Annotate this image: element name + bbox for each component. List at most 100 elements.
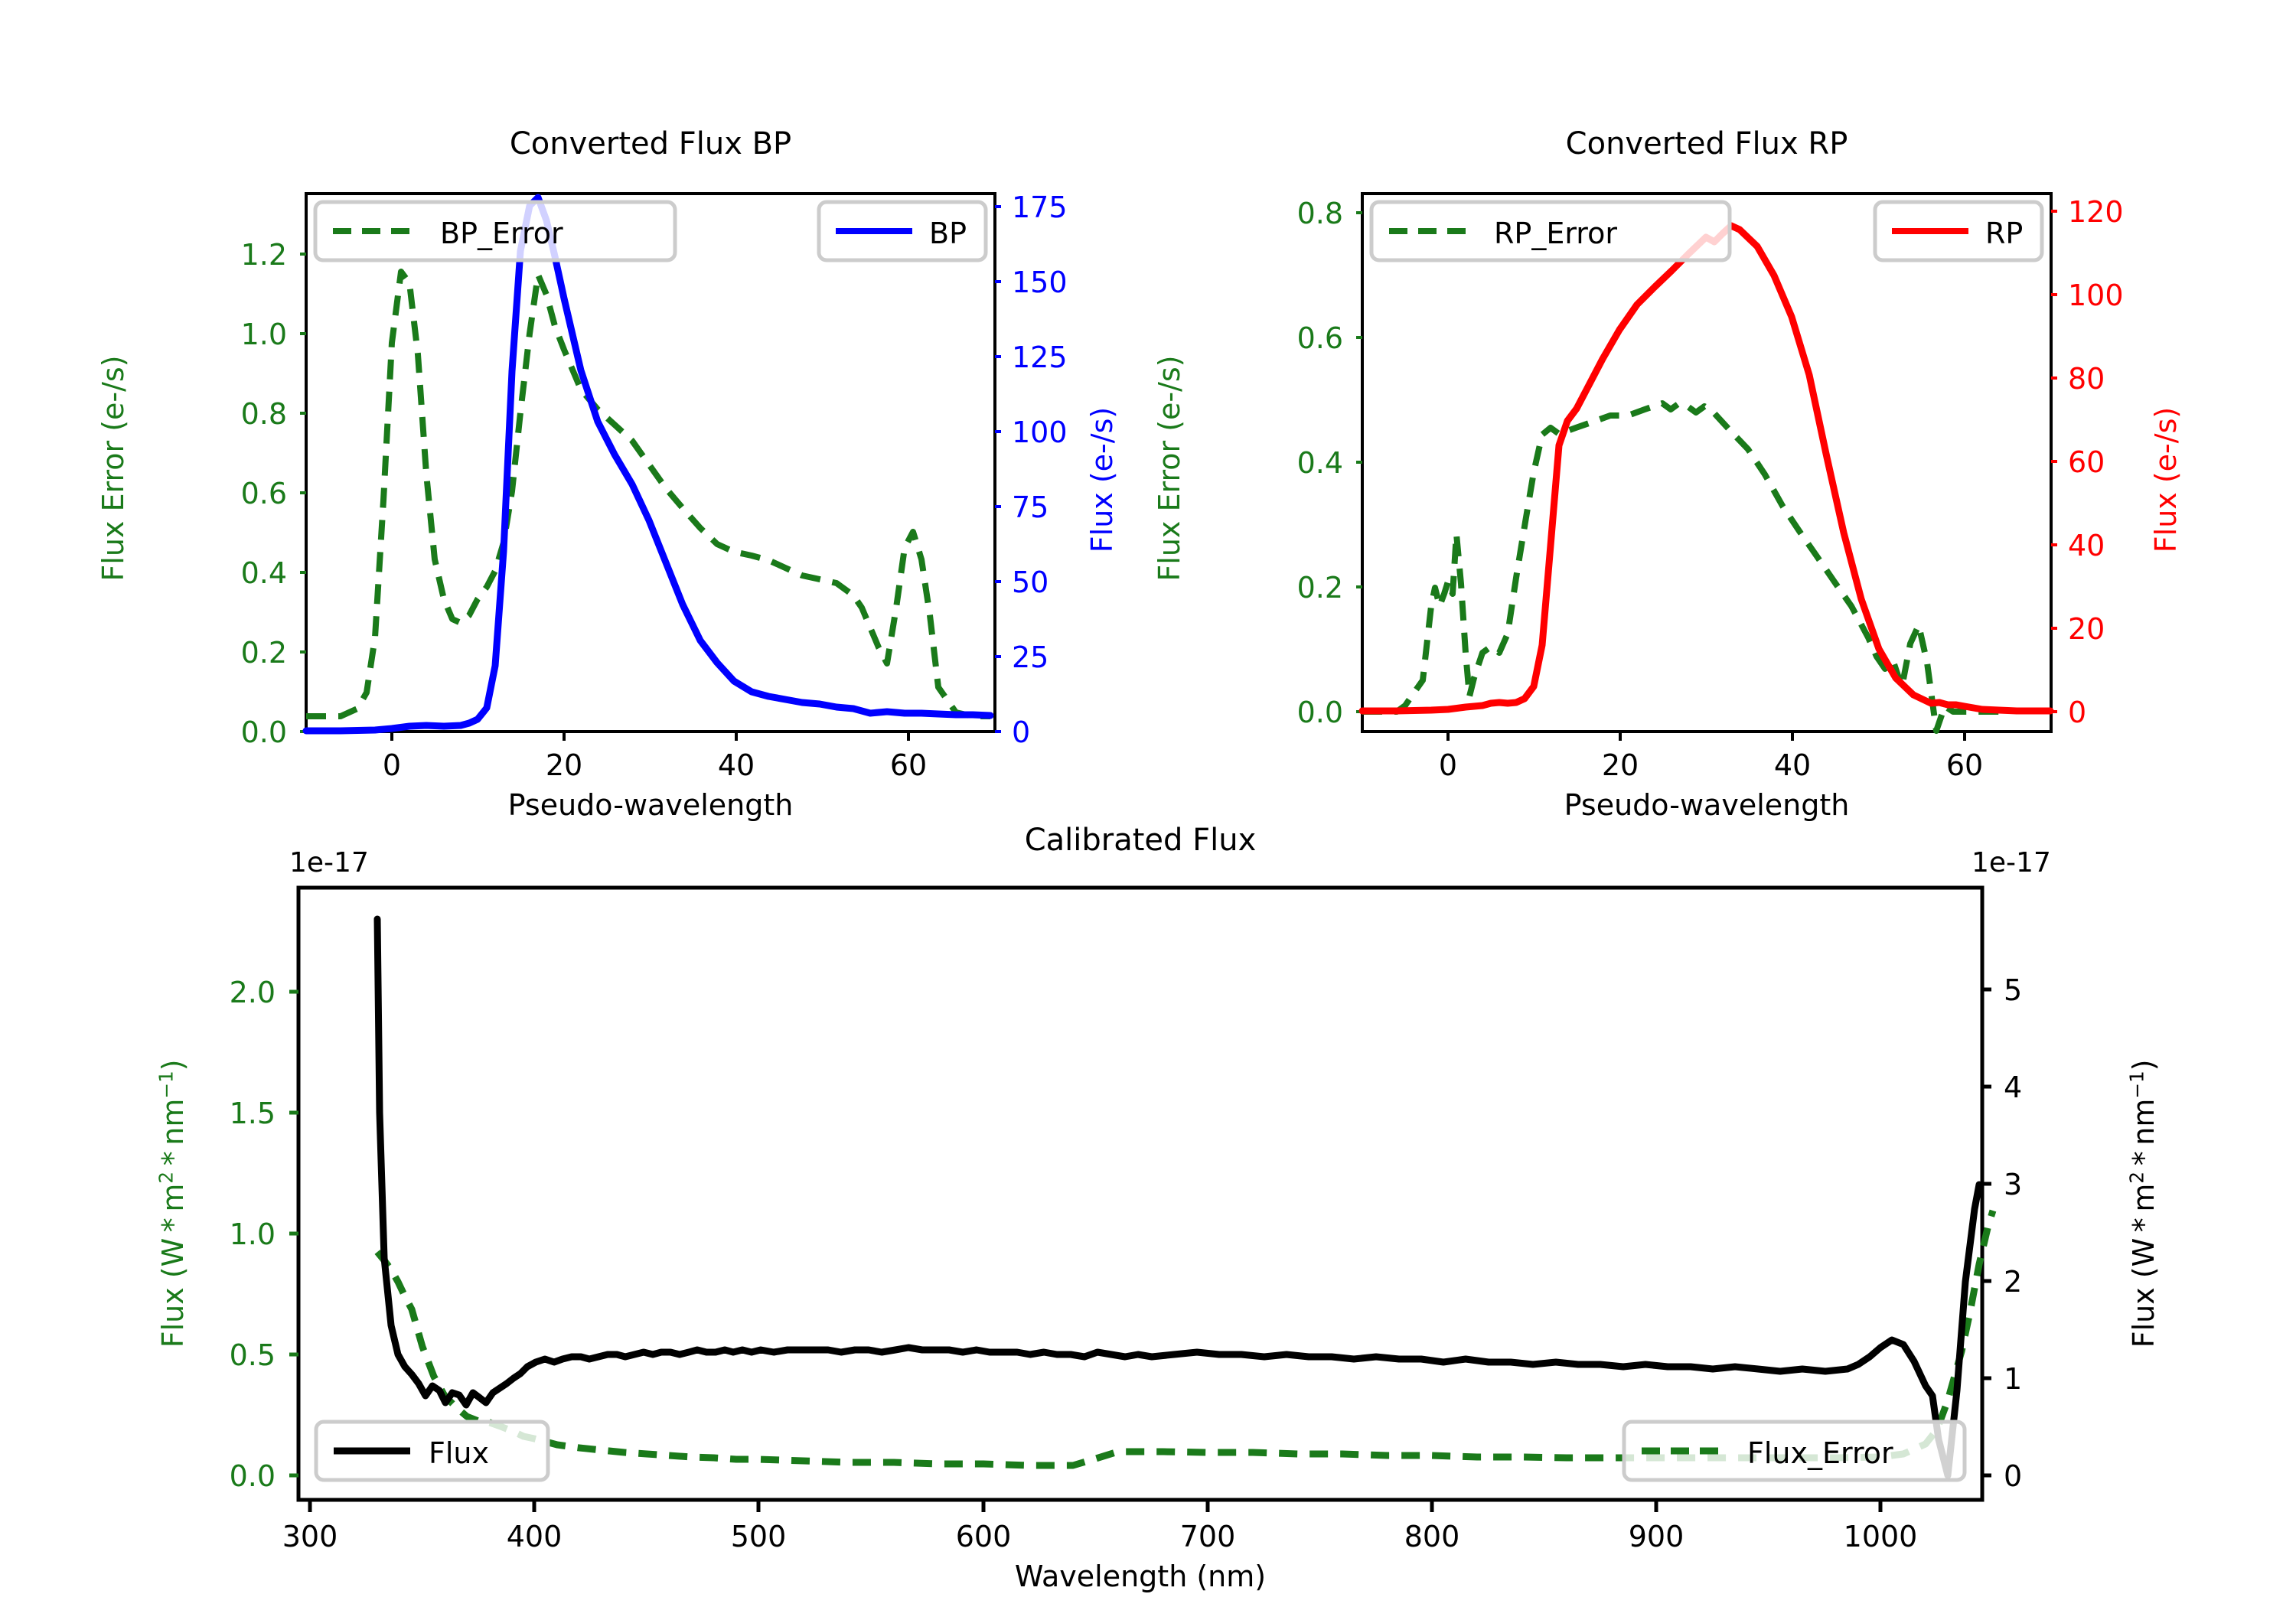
ytick-right-rp-6: 120: [2068, 195, 2124, 229]
xlabel-rp: Pseudo-wavelength: [1564, 788, 1850, 822]
series-flux: [373, 915, 1983, 1479]
panel-title-bp: Converted Flux BP: [509, 126, 792, 161]
panel-converted-flux-rp: RP_Error RP Converted Flux RP 0.0 0.2 0.…: [1133, 0, 2296, 826]
ytick-right-bp-5: 125: [1012, 341, 1068, 374]
ytick-left-rp-0: 0.0: [1296, 696, 1343, 729]
panel-converted-flux-bp: BP_Error BP Converted Flux BP 0.0 0.2 0.…: [0, 0, 1133, 826]
xtick-rp-3: 60: [1945, 748, 1984, 782]
ytick-left-calibrated-3: 1.5: [229, 1097, 276, 1130]
legend-flux[interactable]: Flux: [314, 1420, 550, 1482]
ytick-left-rp-3: 0.6: [1296, 321, 1343, 355]
xtick-calibrated-1: 400: [506, 1520, 563, 1553]
ytick-left-calibrated-2: 1.0: [229, 1217, 276, 1251]
ytick-right-bp-7: 175: [1012, 191, 1068, 224]
panel-title-rp: Converted Flux RP: [1565, 126, 1848, 161]
legend-bp-label: BP: [929, 217, 967, 250]
ylabel-right-calibrated: Flux (W * m2 * nm−1): [2125, 901, 2161, 1506]
ytick-right-rp-0: 0: [2068, 696, 2087, 729]
series-bp-flux: [302, 194, 994, 735]
ytick-left-rp-1: 0.2: [1296, 571, 1343, 605]
ytick-right-calibrated-0: 0: [2004, 1459, 2023, 1493]
axes-frame-bp: [305, 192, 996, 733]
ylabel-right-rp-text: Flux (e-/s): [2149, 406, 2183, 553]
ytick-right-rp-4: 80: [2068, 362, 2105, 396]
legend-bp[interactable]: BP: [817, 200, 988, 262]
ytick-right-bp-1: 25: [1012, 641, 1049, 674]
ytick-left-calibrated-0: 0.0: [229, 1459, 276, 1493]
ylabel-left-rp-text: Flux Error (e-/s): [1153, 355, 1186, 582]
xtick-calibrated-0: 300: [282, 1520, 338, 1553]
legend-rp-error-label: RP_Error: [1494, 217, 1617, 250]
x-tick-marks-rp: [1446, 732, 1966, 741]
legend-flux-label: Flux: [429, 1436, 489, 1470]
ytick-left-calibrated-1: 0.5: [229, 1338, 276, 1372]
panel-title-calibrated: Calibrated Flux: [1024, 823, 1257, 858]
ytick-left-bp-5: 1.0: [240, 318, 287, 351]
ytick-left-bp-1: 0.2: [240, 636, 287, 670]
ylabel-left-bp-text: Flux Error (e-/s): [96, 355, 130, 582]
ylabel-right-calibrated-text: Flux (W * m2 * nm−1): [2125, 1059, 2161, 1348]
legend-bp-error[interactable]: BP_Error: [313, 200, 677, 262]
ylabel-left-calibrated: Flux (W * m2 * nm−1): [155, 901, 190, 1506]
axes-frame-calibrated: [296, 885, 1985, 1502]
ytick-right-bp-4: 100: [1012, 416, 1068, 449]
legend-rp-error[interactable]: RP_Error: [1369, 200, 1732, 262]
x-tick-marks-bp: [390, 732, 910, 741]
offset-right-calibrated: 1e-17: [1971, 847, 2051, 878]
right-tick-marks-calibrated: [1982, 987, 1991, 1478]
panel-calibrated-flux: Flux Flux_Error Calibrated Flux 1e-17 1e…: [0, 823, 2296, 1607]
xtick-calibrated-7: 1000: [1843, 1520, 1918, 1553]
xtick-bp-3: 60: [889, 748, 928, 782]
ytick-right-calibrated-4: 4: [2004, 1071, 2023, 1104]
ytick-right-calibrated-2: 2: [2004, 1265, 2023, 1299]
legend-rp[interactable]: RP: [1873, 200, 2044, 262]
legend-flux-error[interactable]: Flux_Error: [1622, 1420, 1967, 1482]
xtick-rp-2: 40: [1773, 748, 1812, 782]
xtick-calibrated-3: 600: [955, 1520, 1012, 1553]
xlabel-bp: Pseudo-wavelength: [507, 788, 794, 822]
xtick-rp-1: 20: [1601, 748, 1639, 782]
ytick-right-calibrated-3: 3: [2004, 1168, 2023, 1201]
ytick-left-bp-2: 0.4: [240, 556, 287, 590]
ylabel-left-calibrated-text: Flux (W * m2 * nm−1): [155, 1059, 190, 1348]
axes-frame-rp: [1361, 192, 2053, 733]
legend-bp-error-label: BP_Error: [440, 217, 563, 250]
ytick-right-rp-2: 40: [2068, 529, 2105, 562]
xtick-bp-2: 40: [717, 748, 755, 782]
left-tick-marks-calibrated: [289, 989, 298, 1478]
right-tick-marks-bp: [995, 205, 1001, 733]
ytick-right-bp-0: 0: [1012, 715, 1031, 749]
xlabel-calibrated: Wavelength (nm): [1014, 1560, 1267, 1593]
ytick-right-calibrated-5: 5: [2004, 973, 2023, 1007]
xtick-rp-0: 0: [1438, 748, 1458, 782]
ytick-right-rp-1: 20: [2068, 612, 2105, 646]
xtick-calibrated-5: 800: [1404, 1520, 1460, 1553]
ylabel-left-bp: Flux Error (e-/s): [96, 254, 130, 683]
ytick-left-rp-2: 0.4: [1296, 446, 1343, 480]
ytick-left-bp-0: 0.0: [240, 715, 287, 749]
ytick-right-bp-2: 50: [1012, 566, 1049, 599]
xtick-calibrated-4: 700: [1179, 1520, 1236, 1553]
ylabel-right-rp: Flux (e-/s): [2149, 319, 2183, 641]
ytick-left-calibrated-4: 2.0: [229, 976, 276, 1009]
ytick-left-bp-3: 0.6: [240, 477, 287, 510]
xtick-bp-0: 0: [382, 748, 402, 782]
xtick-bp-1: 20: [545, 748, 583, 782]
ytick-left-bp-6: 1.2: [240, 238, 287, 272]
x-tick-marks-calibrated: [308, 1500, 1883, 1512]
xtick-calibrated-2: 500: [730, 1520, 787, 1553]
ytick-right-bp-6: 150: [1012, 266, 1068, 299]
ytick-left-rp-4: 0.8: [1296, 197, 1343, 230]
ytick-right-rp-3: 60: [2068, 445, 2105, 479]
offset-left-calibrated: 1e-17: [289, 847, 369, 878]
ylabel-right-bp-text: Flux (e-/s): [1085, 406, 1119, 553]
ylabel-left-rp: Flux Error (e-/s): [1153, 254, 1186, 683]
right-tick-marks-rp: [2051, 210, 2057, 713]
legend-rp-label: RP: [1985, 217, 2023, 250]
ytick-right-rp-5: 100: [2068, 279, 2124, 312]
legend-flux-error-label: Flux_Error: [1747, 1436, 1893, 1470]
ytick-right-calibrated-1: 1: [2004, 1362, 2023, 1396]
xtick-calibrated-6: 900: [1628, 1520, 1684, 1553]
ytick-left-bp-4: 0.8: [240, 397, 287, 431]
